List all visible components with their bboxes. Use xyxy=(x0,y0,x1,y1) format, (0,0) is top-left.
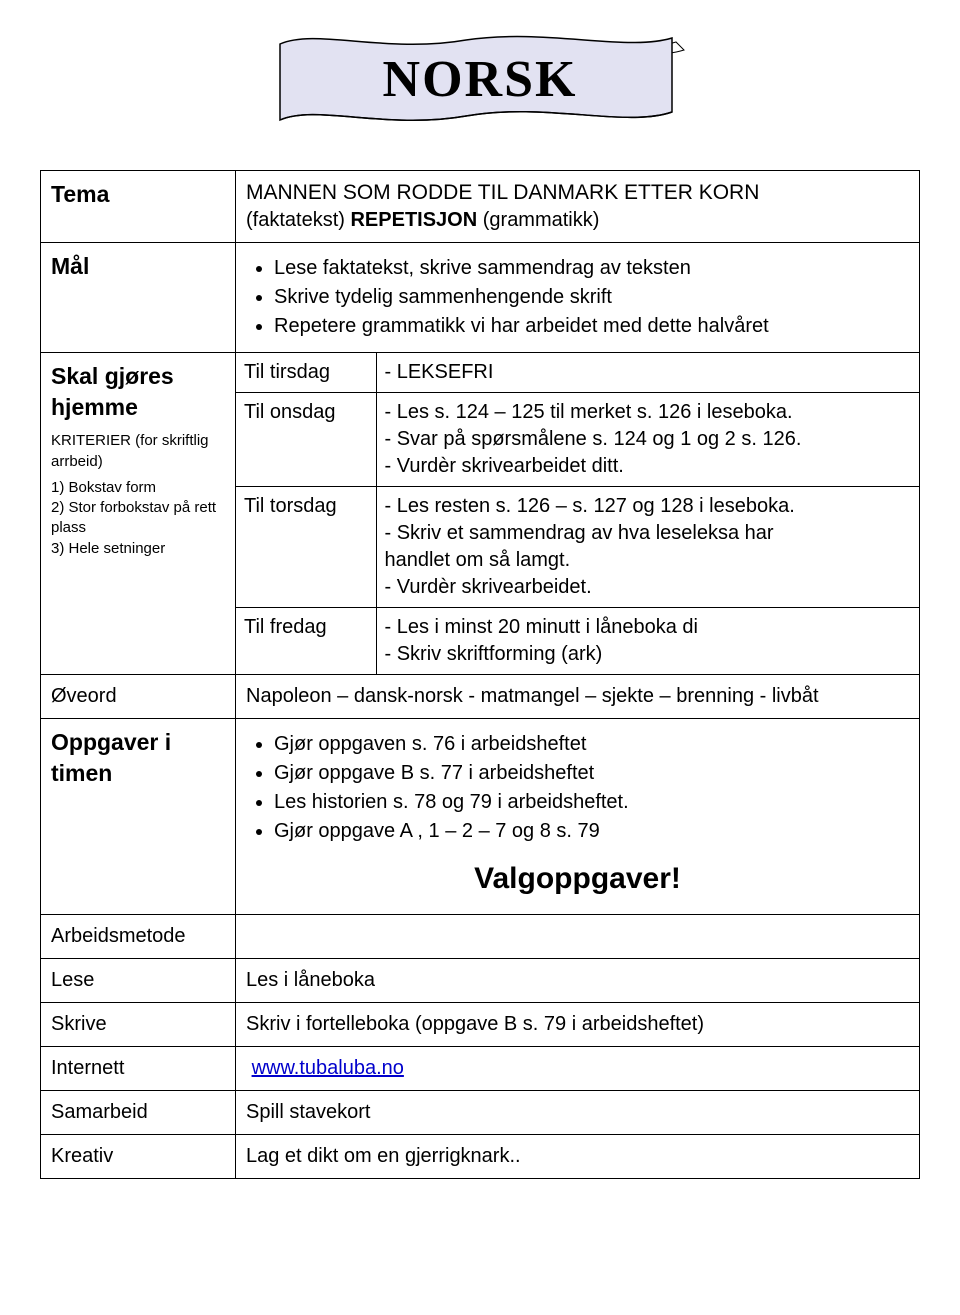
label-oppgaver: Oppgaver i timen xyxy=(41,719,236,915)
label-skrive: Skrive xyxy=(41,1002,236,1046)
label-oveord: Øveord xyxy=(41,675,236,719)
row-oveord: Øveord Napoleon – dansk-norsk - matmange… xyxy=(41,675,920,719)
row-torsdag: Til torsdag - Les resten s. 126 – s. 127… xyxy=(236,487,919,608)
list-item: Les historien s. 78 og 79 i arbeidshefte… xyxy=(274,789,909,816)
content-tema: MANNEN SOM RODDE TIL DANMARK ETTER KORN … xyxy=(236,171,920,243)
content-kreativ: Lag et dikt om en gjerrigknark.. xyxy=(236,1134,920,1178)
row-skrive: Skrive Skriv i fortelleboka (oppgave B s… xyxy=(41,1002,920,1046)
row-tema: Tema MANNEN SOM RODDE TIL DANMARK ETTER … xyxy=(41,171,920,243)
content-lese: Les i låneboka xyxy=(236,958,920,1002)
valgoppgaver-heading: Valgoppgaver! xyxy=(246,849,909,906)
content-skrive: Skriv i fortelleboka (oppgave B s. 79 i … xyxy=(236,1002,920,1046)
days-table: Til tirsdag - LEKSEFRI Til onsdag - Les … xyxy=(236,353,919,674)
content-oppgaver: Gjør oppgaven s. 76 i arbeidsheftet Gjør… xyxy=(236,719,920,915)
row-skal: Skal gjøres hjemme KRITERIER (for skrift… xyxy=(41,353,920,675)
day-label: Til torsdag xyxy=(236,487,376,608)
row-arbeidsmetode: Arbeidsmetode xyxy=(41,914,920,958)
list-item: Repetere grammatikk vi har arbeidet med … xyxy=(274,313,909,340)
row-samarbeid: Samarbeid Spill stavekort xyxy=(41,1090,920,1134)
row-tirsdag: Til tirsdag - LEKSEFRI xyxy=(236,353,919,393)
content-arbeidsmetode xyxy=(236,914,920,958)
content-skal: Til tirsdag - LEKSEFRI Til onsdag - Les … xyxy=(236,353,920,675)
row-oppgaver: Oppgaver i timen Gjør oppgaven s. 76 i a… xyxy=(41,719,920,915)
day-text: - Les resten s. 126 – s. 127 og 128 i le… xyxy=(376,487,919,608)
label-skal: Skal gjøres hjemme KRITERIER (for skrift… xyxy=(41,353,236,675)
day-text: - Les s. 124 – 125 til merket s. 126 i l… xyxy=(376,393,919,487)
row-internett: Internett www.tubaluba.no xyxy=(41,1046,920,1090)
list-item: Skrive tydelig sammenhengende skrift xyxy=(274,284,909,311)
title-banner: NORSK xyxy=(270,30,690,140)
list-item: Lese faktatekst, skrive sammendrag av te… xyxy=(274,255,909,282)
content-oveord: Napoleon – dansk-norsk - matmangel – sje… xyxy=(236,675,920,719)
label-maal: Mål xyxy=(41,243,236,353)
oppgaver-list: Gjør oppgaven s. 76 i arbeidsheftet Gjør… xyxy=(274,731,909,845)
label-samarbeid: Samarbeid xyxy=(41,1090,236,1134)
day-text: - Les i minst 20 minutt i låneboka di - … xyxy=(376,608,919,675)
list-item: Gjør oppgave A , 1 – 2 – 7 og 8 s. 79 xyxy=(274,818,909,845)
row-maal: Mål Lese faktatekst, skrive sammendrag a… xyxy=(41,243,920,353)
day-label: Til fredag xyxy=(236,608,376,675)
content-table: Tema MANNEN SOM RODDE TIL DANMARK ETTER … xyxy=(40,170,920,1179)
day-label: Til onsdag xyxy=(236,393,376,487)
row-lese: Lese Les i låneboka xyxy=(41,958,920,1002)
content-internett: www.tubaluba.no xyxy=(236,1046,920,1090)
banner-container: NORSK xyxy=(40,30,920,140)
content-maal: Lese faktatekst, skrive sammendrag av te… xyxy=(236,243,920,353)
row-fredag: Til fredag - Les i minst 20 minutt i lån… xyxy=(236,608,919,675)
label-tema: Tema xyxy=(41,171,236,243)
label-kreativ: Kreativ xyxy=(41,1134,236,1178)
tubaluba-link[interactable]: www.tubaluba.no xyxy=(252,1057,404,1079)
row-kreativ: Kreativ Lag et dikt om en gjerrigknark.. xyxy=(41,1134,920,1178)
content-samarbeid: Spill stavekort xyxy=(236,1090,920,1134)
label-internett: Internett xyxy=(41,1046,236,1090)
list-item: Gjør oppgave B s. 77 i arbeidsheftet xyxy=(274,760,909,787)
day-label: Til tirsdag xyxy=(236,353,376,393)
maal-list: Lese faktatekst, skrive sammendrag av te… xyxy=(274,255,909,340)
day-text: - LEKSEFRI xyxy=(376,353,919,393)
label-arbeidsmetode: Arbeidsmetode xyxy=(41,914,236,958)
page-title: NORSK xyxy=(270,50,690,109)
row-onsdag: Til onsdag - Les s. 124 – 125 til merket… xyxy=(236,393,919,487)
list-item: Gjør oppgaven s. 76 i arbeidsheftet xyxy=(274,731,909,758)
label-lese: Lese xyxy=(41,958,236,1002)
